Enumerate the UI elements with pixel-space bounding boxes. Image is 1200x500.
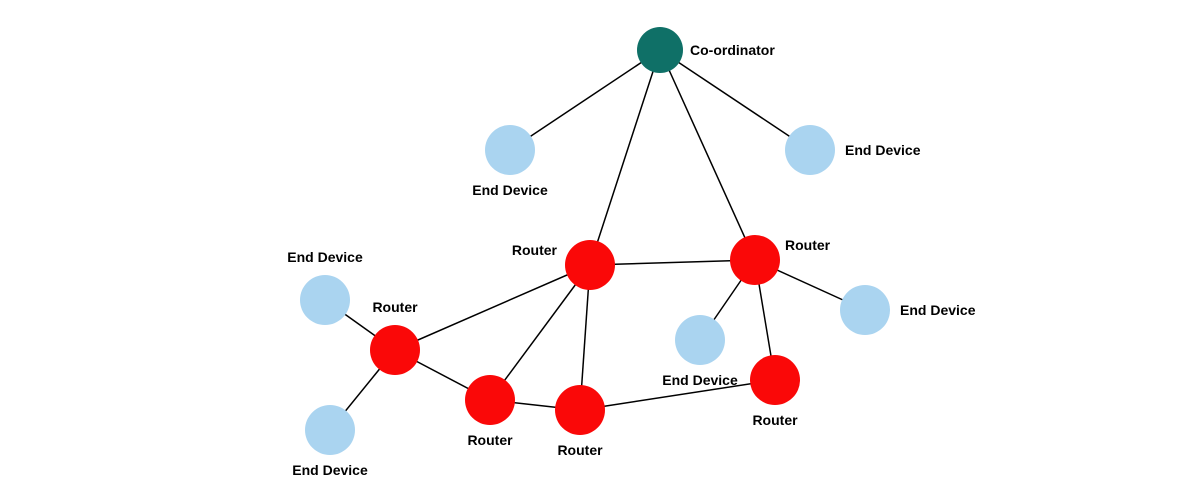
node-ed_tl [485, 125, 535, 175]
label-r_left: Router [372, 299, 418, 315]
node-r_b1 [465, 375, 515, 425]
edge-coord-ed_tl [510, 50, 660, 150]
node-ed_tr [785, 125, 835, 175]
node-ed_left [300, 275, 350, 325]
node-r_b2 [555, 385, 605, 435]
node-r_left [370, 325, 420, 375]
label-ed_tr: End Device [845, 142, 921, 158]
network-diagram: Co-ordinator End Device End Device Router Ro… [0, 0, 1200, 500]
label-ed_left: End Device [287, 249, 363, 265]
label-ed_mid_b: End Device [662, 372, 738, 388]
label-r_b2: Router [557, 442, 603, 458]
edge-r_mid_l-r_b1 [490, 265, 590, 400]
node-ed_mid_b [675, 315, 725, 365]
label-r_b1: Router [467, 432, 513, 448]
label-r_mid_l: Router [512, 242, 558, 258]
label-ed_right: End Device [900, 302, 976, 318]
node-coord [637, 27, 683, 73]
labels-group: Co-ordinator End Device End Device Router Ro… [287, 42, 975, 478]
node-ed_right [840, 285, 890, 335]
label-r_mid_r: Router [785, 237, 831, 253]
label-coord: Co-ordinator [690, 42, 775, 58]
label-ed_tl: End Device [472, 182, 548, 198]
node-r_mid_r [730, 235, 780, 285]
edge-r_mid_l-r_left [395, 265, 590, 350]
node-r_mid_l [565, 240, 615, 290]
label-r_br: Router [752, 412, 798, 428]
edge-coord-r_mid_l [590, 50, 660, 265]
label-ed_bl: End Device [292, 462, 368, 478]
node-r_br [750, 355, 800, 405]
node-ed_bl [305, 405, 355, 455]
